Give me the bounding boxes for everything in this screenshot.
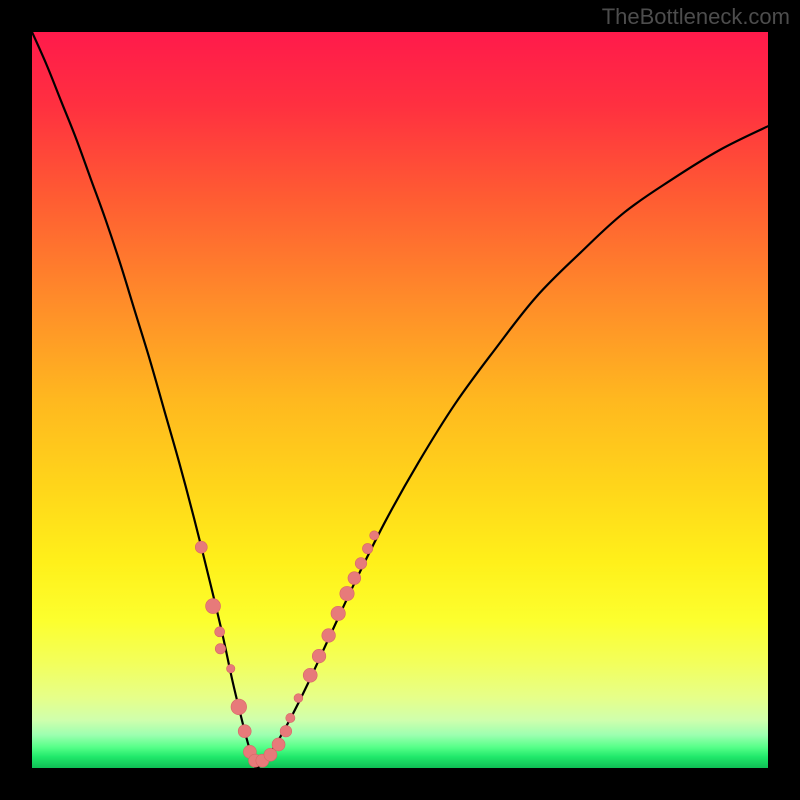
data-marker xyxy=(272,738,285,751)
data-marker xyxy=(348,572,361,585)
data-marker xyxy=(370,531,379,540)
data-marker xyxy=(331,606,345,620)
bottleneck-curve-chart xyxy=(32,32,768,768)
data-markers xyxy=(195,531,379,767)
data-marker xyxy=(231,699,247,715)
data-marker xyxy=(227,664,235,672)
data-marker xyxy=(215,627,225,637)
frame-bottom xyxy=(0,768,800,800)
data-marker xyxy=(340,586,354,600)
data-marker xyxy=(312,649,326,663)
watermark-text: TheBottleneck.com xyxy=(602,4,790,30)
bottleneck-curve xyxy=(32,32,768,768)
frame-right xyxy=(768,0,800,800)
data-marker xyxy=(286,713,295,722)
frame-left xyxy=(0,0,32,800)
data-marker xyxy=(238,725,251,738)
data-marker xyxy=(294,694,303,703)
data-marker xyxy=(280,725,292,737)
plot-area xyxy=(32,32,768,768)
data-marker xyxy=(195,541,207,553)
data-marker xyxy=(355,558,367,570)
data-marker xyxy=(215,644,225,654)
data-marker xyxy=(206,599,221,614)
data-marker xyxy=(303,668,317,682)
data-marker xyxy=(362,543,372,553)
data-marker xyxy=(322,629,336,643)
